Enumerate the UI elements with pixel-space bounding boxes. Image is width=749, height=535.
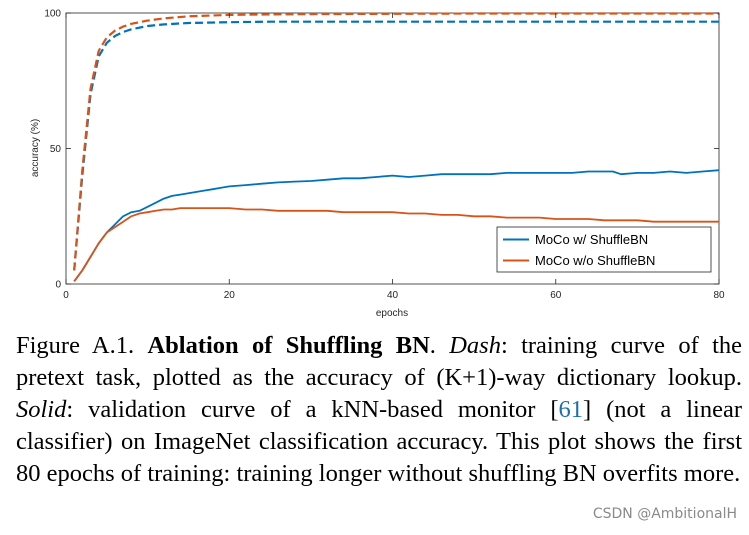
figure-caption: Figure A.1. Ablation of Shuffling BN. Da… xyxy=(16,330,742,490)
caption-dash-label: Dash xyxy=(449,332,501,359)
legend: MoCo w/ ShuffleBN MoCo w/o ShuffleBN xyxy=(496,226,712,273)
x-axis-label: epochs xyxy=(376,308,408,319)
series-dash-without-shufflebn xyxy=(73,12,719,271)
series-line-with-shufflebn xyxy=(73,169,720,282)
caption-after-title: . xyxy=(429,332,450,359)
caption-prefix: Figure A.1. xyxy=(16,332,135,359)
x-tick-label: 80 xyxy=(713,290,725,301)
series-layer xyxy=(73,12,720,282)
ticks-layer: 0 20 40 60 80 0 50 100 xyxy=(44,9,725,302)
x-tick-label: 0 xyxy=(63,290,69,301)
y-tick-label: 100 xyxy=(44,9,61,20)
x-tick-label: 40 xyxy=(387,290,399,301)
series-line-without-shufflebn xyxy=(73,207,719,282)
caption-solid-text-1: : validation curve of a kNN-based monito… xyxy=(66,396,559,423)
series-dash-with-shufflebn xyxy=(73,20,719,271)
watermark: CSDN @AmbitionalH xyxy=(592,506,737,522)
y-tick-label: 50 xyxy=(50,144,62,155)
legend-box xyxy=(496,226,712,273)
caption-title: Ablation of Shuffling BN xyxy=(147,332,430,359)
x-tick-label: 60 xyxy=(550,290,562,301)
caption-solid-text-2: ] (not a linear classifier) on ImageNet … xyxy=(16,396,742,487)
caption-dash-text: : training curve of the pretext task, pl… xyxy=(16,332,743,391)
x-tick-label: 20 xyxy=(224,290,236,301)
legend-label-with-shuffle: MoCo w/ ShuffleBN xyxy=(535,232,648,247)
y-axis-label: accuracy (%) xyxy=(30,119,41,177)
caption-citation-link[interactable]: 61 xyxy=(558,396,584,423)
legend-label-without-shuffle: MoCo w/o ShuffleBN xyxy=(535,253,655,268)
caption-solid-label: Solid xyxy=(16,396,67,423)
y-tick-label: 0 xyxy=(55,280,61,291)
accuracy-chart: 0 20 40 60 80 0 50 100 epochs accuracy (%) MoCo… xyxy=(30,9,725,320)
